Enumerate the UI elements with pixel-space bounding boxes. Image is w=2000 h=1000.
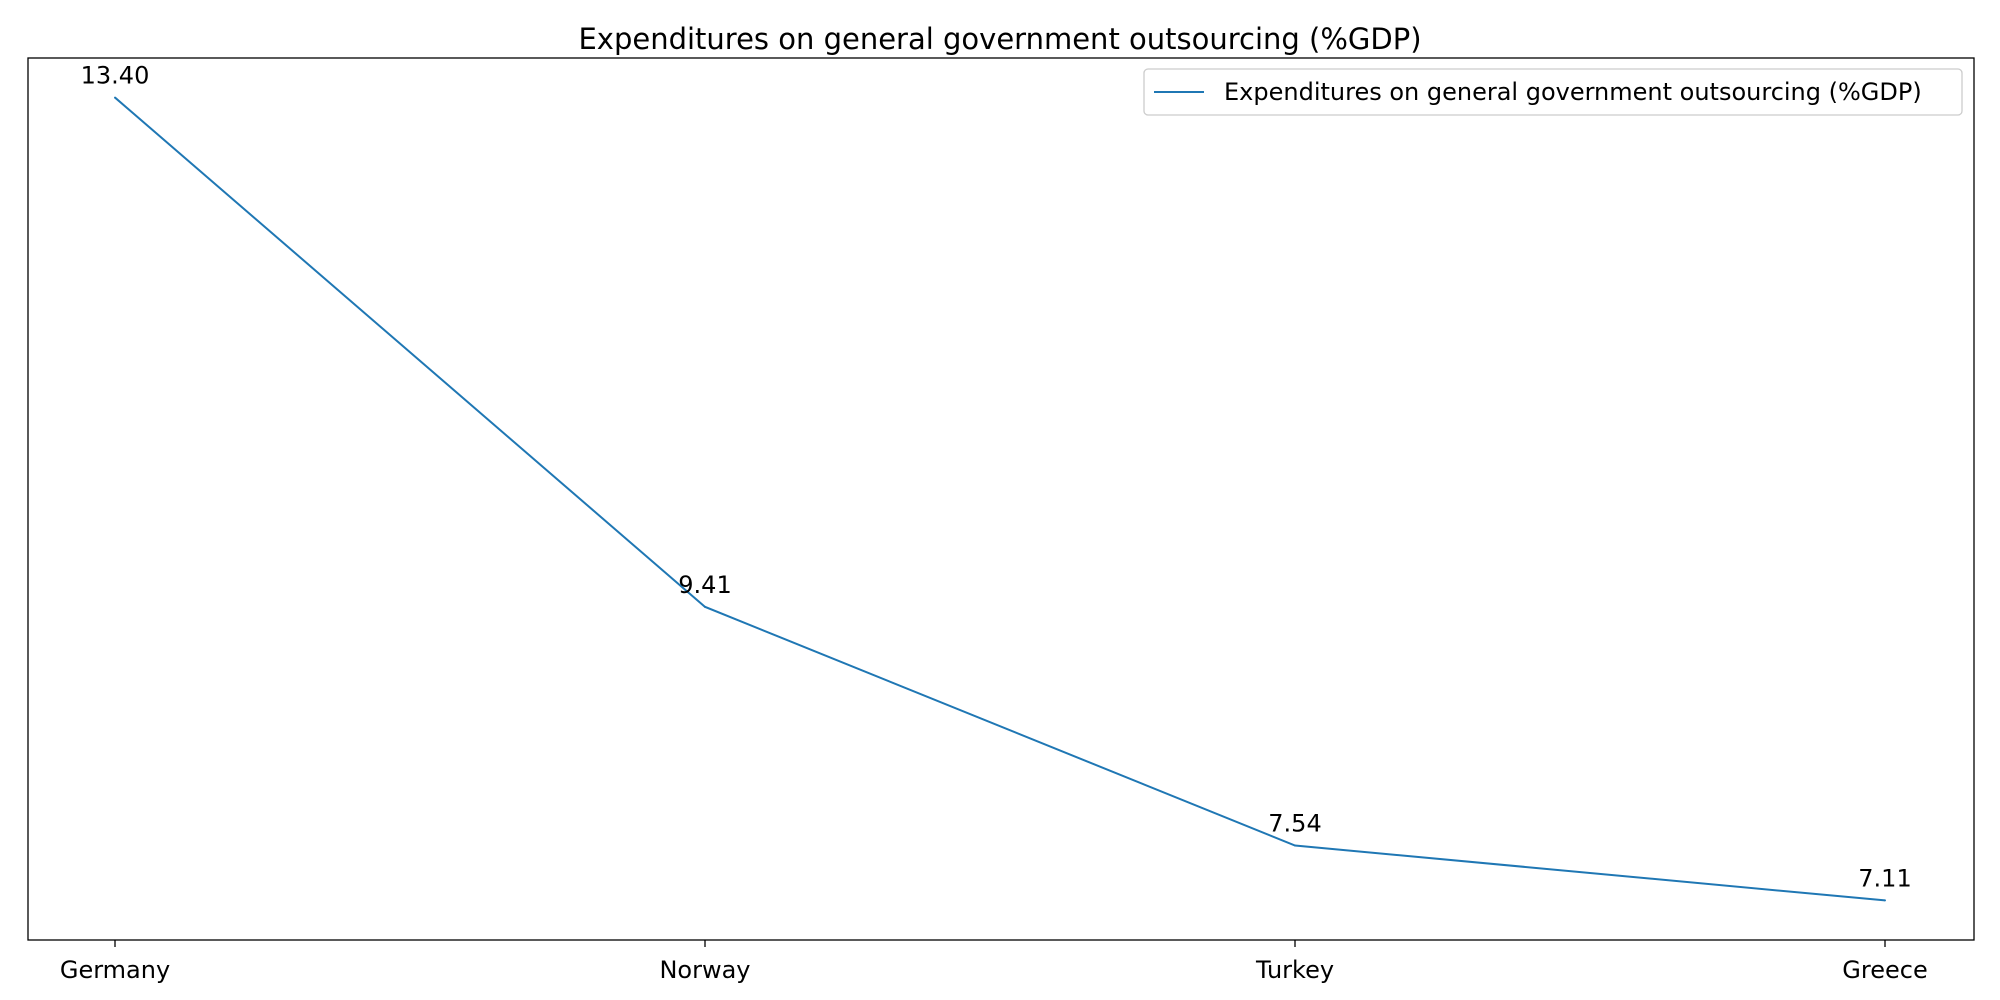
legend-box — [1143, 68, 1963, 116]
x-tick-label: Norway — [659, 956, 750, 984]
legend-label: Expenditures on general government outso… — [1224, 78, 1922, 106]
data-point — [704, 605, 706, 608]
x-tick-label: Germany — [60, 956, 170, 984]
series-layer — [114, 96, 1886, 902]
x-tick-label: Turkey — [1255, 956, 1334, 984]
data-label: 13.40 — [81, 62, 150, 90]
data-point — [114, 96, 116, 99]
data-label: 7.11 — [1858, 864, 1911, 892]
series-line — [114, 96, 1886, 902]
data-labels: 13.40 9.41 7.54 7.11 — [81, 62, 1912, 893]
plot-area — [27, 57, 1975, 941]
data-label: 9.41 — [678, 571, 731, 599]
data-point — [1884, 899, 1886, 902]
data-point — [1294, 844, 1296, 847]
data-label: 7.54 — [1268, 810, 1321, 838]
legend: Expenditures on general government outso… — [1143, 68, 1963, 116]
x-tick-label: Greece — [1842, 956, 1927, 984]
x-axis-ticks: Germany Norway Turkey Greece — [60, 940, 1928, 984]
chart-title: Expenditures on general government outso… — [578, 22, 1421, 56]
